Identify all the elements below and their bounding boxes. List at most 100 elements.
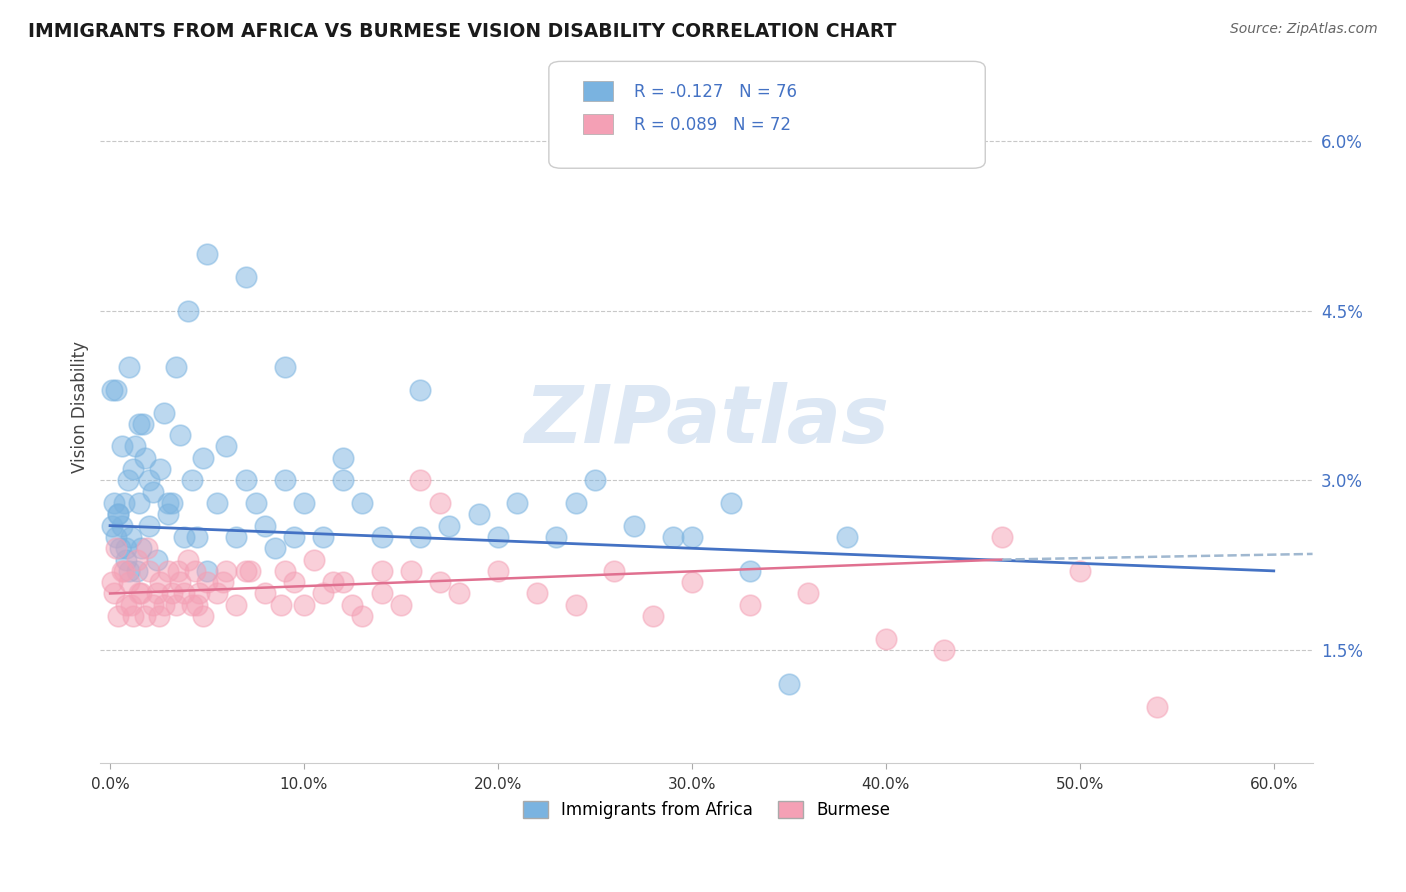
- Point: [160, 586, 183, 600]
- Point: [603, 564, 626, 578]
- Point: [145, 552, 167, 566]
- Point: [149, 575, 172, 590]
- Point: [409, 530, 432, 544]
- Point: [932, 643, 955, 657]
- Point: [273, 360, 295, 375]
- Text: Source: ZipAtlas.com: Source: ZipAtlas.com: [1230, 22, 1378, 37]
- FancyBboxPatch shape: [583, 114, 613, 134]
- Point: [292, 598, 315, 612]
- Point: [283, 530, 305, 544]
- Point: [239, 564, 262, 578]
- Point: [332, 450, 354, 465]
- Point: [180, 474, 202, 488]
- Point: [108, 541, 131, 556]
- Point: [111, 518, 134, 533]
- Point: [564, 496, 586, 510]
- FancyBboxPatch shape: [548, 62, 986, 169]
- Point: [322, 575, 344, 590]
- Point: [188, 586, 211, 600]
- Point: [195, 575, 218, 590]
- Point: [370, 530, 392, 544]
- Point: [399, 564, 422, 578]
- Point: [191, 609, 214, 624]
- Point: [875, 632, 897, 646]
- Point: [149, 462, 172, 476]
- Point: [681, 575, 703, 590]
- Point: [128, 417, 150, 431]
- Point: [661, 530, 683, 544]
- Point: [352, 609, 374, 624]
- Point: [148, 609, 170, 624]
- Point: [132, 417, 155, 431]
- Point: [180, 598, 202, 612]
- Point: [167, 564, 190, 578]
- Point: [429, 575, 451, 590]
- Point: [1069, 564, 1091, 578]
- Point: [215, 564, 238, 578]
- Point: [107, 508, 129, 522]
- Point: [114, 552, 136, 566]
- Point: [342, 598, 364, 612]
- Point: [128, 586, 150, 600]
- Point: [103, 586, 125, 600]
- Point: [245, 496, 267, 510]
- Point: [142, 598, 165, 612]
- Point: [186, 598, 208, 612]
- Point: [211, 575, 233, 590]
- Point: [118, 564, 141, 578]
- Y-axis label: Vision Disability: Vision Disability: [72, 341, 89, 473]
- Point: [583, 474, 606, 488]
- Point: [111, 440, 134, 454]
- Point: [225, 598, 247, 612]
- Point: [205, 586, 228, 600]
- Point: [101, 383, 124, 397]
- Point: [467, 508, 489, 522]
- Point: [153, 406, 176, 420]
- Point: [235, 474, 257, 488]
- Point: [101, 575, 124, 590]
- Point: [157, 564, 180, 578]
- Point: [506, 496, 529, 510]
- Point: [273, 474, 295, 488]
- Point: [138, 518, 160, 533]
- Point: [486, 564, 509, 578]
- Point: [370, 586, 392, 600]
- Text: R = -0.127   N = 76: R = -0.127 N = 76: [634, 83, 797, 101]
- Point: [235, 269, 257, 284]
- Point: [104, 541, 127, 556]
- Point: [332, 575, 354, 590]
- Point: [283, 575, 305, 590]
- Point: [112, 496, 135, 510]
- Point: [153, 598, 176, 612]
- Point: [546, 530, 568, 544]
- Point: [409, 474, 432, 488]
- Point: [124, 440, 146, 454]
- Point: [270, 598, 292, 612]
- Point: [122, 609, 145, 624]
- Point: [169, 575, 191, 590]
- Point: [681, 530, 703, 544]
- Point: [186, 530, 208, 544]
- Point: [312, 530, 335, 544]
- Point: [120, 530, 142, 544]
- Point: [142, 484, 165, 499]
- Point: [738, 564, 761, 578]
- Point: [173, 586, 195, 600]
- Point: [107, 609, 129, 624]
- Point: [835, 530, 858, 544]
- Point: [135, 541, 157, 556]
- Point: [264, 541, 287, 556]
- Point: [439, 518, 461, 533]
- Point: [797, 586, 820, 600]
- Point: [184, 564, 207, 578]
- Point: [118, 360, 141, 375]
- Point: [114, 541, 136, 556]
- Point: [122, 462, 145, 476]
- Point: [169, 428, 191, 442]
- Point: [738, 598, 761, 612]
- Point: [205, 496, 228, 510]
- Point: [138, 474, 160, 488]
- Point: [429, 496, 451, 510]
- Point: [312, 586, 335, 600]
- Text: IMMIGRANTS FROM AFRICA VS BURMESE VISION DISABILITY CORRELATION CHART: IMMIGRANTS FROM AFRICA VS BURMESE VISION…: [28, 22, 897, 41]
